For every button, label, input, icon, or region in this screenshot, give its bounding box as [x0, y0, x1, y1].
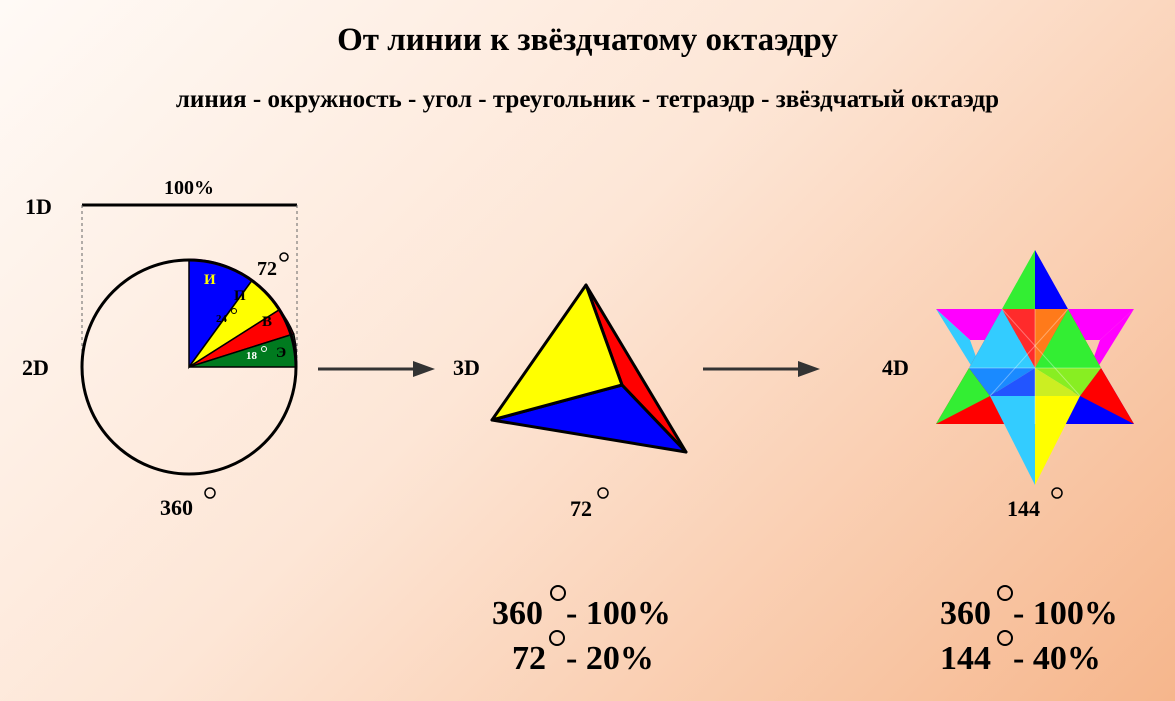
ratio-4d-line1-deg: 360: [940, 595, 991, 632]
star-octahedron: [936, 250, 1134, 485]
label-72: 72: [570, 496, 592, 521]
tetrahedron: [490, 283, 688, 454]
sector-letter-p: П: [234, 288, 246, 304]
degree-icon: [1051, 487, 1063, 499]
ratio-4d-line2-pct: - 40%: [1013, 640, 1101, 677]
label-100-percent: 100%: [164, 177, 214, 199]
star-facet: [990, 368, 1035, 396]
page-subtitle: линия - окружность - угол - треугольник …: [175, 86, 1000, 113]
degree-icon: [997, 585, 1013, 601]
star-facet: [969, 368, 1035, 396]
label-1d: 1D: [25, 194, 52, 219]
label-24: 24: [216, 313, 228, 325]
star-facet: [1035, 368, 1101, 396]
ratio-3d-line1-pct: - 100%: [566, 595, 671, 632]
star-facet: [1035, 368, 1080, 396]
star-facet: [990, 396, 1035, 485]
arrow-right-icon: [798, 361, 820, 377]
page-title: От линии к звёздчатому октаэдру: [337, 22, 838, 58]
circle-group: [80, 258, 298, 476]
star-facet: [1035, 309, 1101, 368]
arrow-right-icon: [413, 361, 435, 377]
label-4d: 4D: [882, 355, 909, 380]
ratio-3d-line2-pct: - 20%: [566, 640, 654, 677]
circle-2d: [80, 258, 298, 476]
degree-icon: [549, 630, 565, 646]
label-18: 18: [246, 350, 258, 362]
degree-icon: [261, 346, 267, 352]
degree-icon: [597, 487, 609, 499]
ratio-3d-line2-deg: 72: [512, 640, 546, 677]
star-facet: [1002, 250, 1035, 309]
label-360: 360: [160, 495, 193, 520]
degree-icon: [279, 252, 289, 262]
ratio-3d-line1-deg: 360: [492, 595, 543, 632]
degree-icon: [997, 630, 1013, 646]
star-facet: [1080, 368, 1134, 424]
degree-icon: [231, 308, 237, 314]
label-144: 144: [1007, 496, 1040, 521]
label-72-arc: 72: [257, 258, 277, 280]
label-3d: 3D: [453, 355, 480, 380]
degree-icon: [204, 487, 216, 499]
label-2d: 2D: [22, 355, 49, 380]
sector-letter-e: Э: [276, 345, 286, 361]
star-facet: [969, 309, 1035, 368]
star-facet: [1035, 396, 1080, 485]
ratio-4d-line1-pct: - 100%: [1013, 595, 1118, 632]
ratio-4d-line2-deg: 144: [940, 640, 991, 677]
tetra-face-yellow: [490, 283, 624, 422]
star-facet: [1035, 250, 1068, 309]
star-facet: [936, 368, 990, 424]
degree-icon: [550, 585, 566, 601]
sector-letter-v: В: [262, 314, 272, 330]
sector-letter-i: И: [204, 272, 216, 288]
